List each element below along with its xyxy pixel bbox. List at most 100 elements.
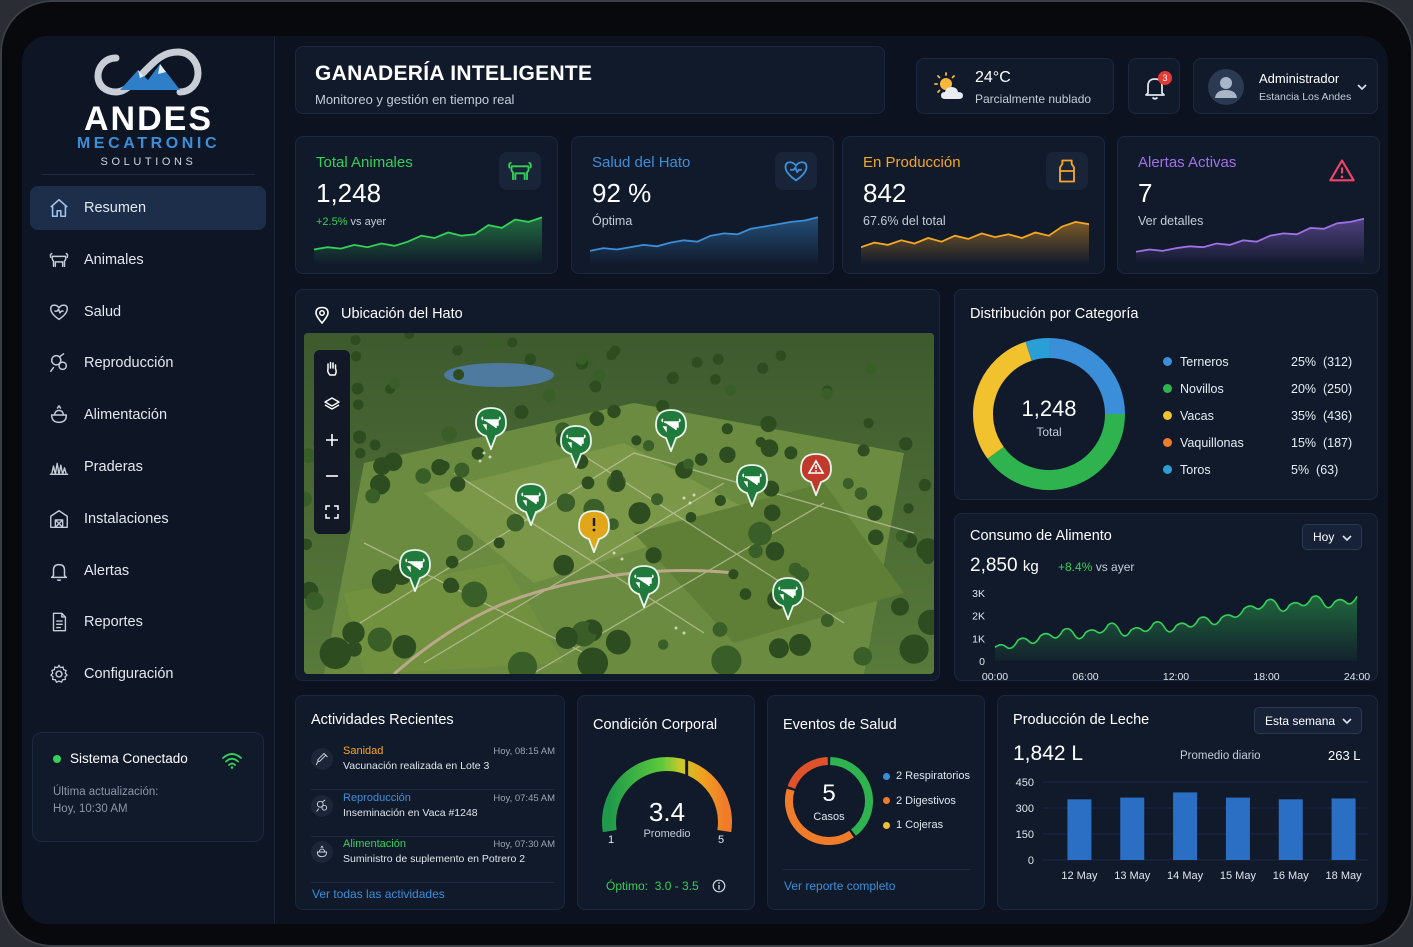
weather-widget[interactable]: 24°C Parcialmente nublado bbox=[916, 58, 1114, 114]
cow-pin-icon bbox=[560, 425, 592, 470]
herd-marker[interactable] bbox=[559, 424, 593, 470]
activity-category: Alimentación bbox=[343, 838, 406, 850]
y-tick-label: 0 bbox=[1028, 855, 1034, 867]
category-donut-chart bbox=[973, 338, 1125, 490]
body-condition-gauge bbox=[602, 757, 732, 833]
health-legend-item: 2 Digestivos bbox=[883, 789, 970, 814]
system-status-panel: Sistema Conectado Última actualización: H… bbox=[32, 732, 264, 842]
view-all-activities-link[interactable]: Ver todas las actividades bbox=[312, 887, 445, 901]
pan-tool[interactable] bbox=[314, 350, 350, 386]
brand-tagline: SOLUTIONS bbox=[100, 156, 197, 168]
milk-bar[interactable] bbox=[1225, 797, 1250, 860]
legend-pct: 35% bbox=[1291, 408, 1317, 423]
milk-bar-chart: 450 300 150 0 12 May 13 May 14 May 15 May 16 May… bbox=[1016, 777, 1368, 882]
kpi-title: Alertas Activas bbox=[1138, 154, 1237, 171]
sidebar-nav: Resumen Animales Salud Reproducción Alimenta… bbox=[30, 186, 266, 704]
milk-bar[interactable] bbox=[1067, 799, 1092, 860]
gauge-min-label: 1 bbox=[608, 834, 615, 846]
notifications-button[interactable]: 3 bbox=[1128, 58, 1180, 114]
milk-avg-value: 263 L bbox=[1328, 748, 1361, 763]
herd-marker[interactable] bbox=[654, 408, 688, 454]
y-tick-label: 300 bbox=[1016, 803, 1034, 815]
donut-total-label: Total bbox=[1036, 425, 1062, 439]
health-slice-respiratorios[interactable] bbox=[829, 757, 873, 836]
legend-count: (312) bbox=[1322, 354, 1353, 369]
kpi-subtext: Óptima bbox=[592, 214, 632, 228]
kpi-card-3[interactable]: En Producción 842 67.6% del total bbox=[842, 136, 1105, 274]
kpi-card-1[interactable]: Total Animales 1,248 +2.5% vs ayer bbox=[295, 136, 558, 274]
donut-slice-toros[interactable] bbox=[1025, 338, 1050, 361]
kpi-icon-box bbox=[1321, 152, 1363, 190]
sidebar-item-instalaciones[interactable]: Instalaciones bbox=[30, 497, 266, 541]
legend-label: Vaquillonas bbox=[1180, 435, 1244, 450]
sidebar-item-reportes[interactable]: Reportes bbox=[30, 600, 266, 644]
health-events-title: Eventos de Salud bbox=[783, 717, 897, 733]
y-tick-label: 150 bbox=[1016, 829, 1034, 841]
sidebar-item-alertas[interactable]: Alertas bbox=[30, 549, 266, 593]
health-events-donut bbox=[785, 757, 873, 845]
activity-item[interactable]: Alimentación Suministro de suplemento en … bbox=[311, 837, 555, 883]
health-events-panel: Eventos de Salud 5 Casos 2 Respiratorios… bbox=[767, 695, 985, 910]
view-health-report-link[interactable]: Ver reporte completo bbox=[784, 879, 896, 893]
donut-slice-terneros[interactable] bbox=[1048, 338, 1125, 415]
warning-pin-icon bbox=[578, 510, 610, 555]
warning-marker[interactable] bbox=[577, 509, 611, 555]
sidebar-item-salud[interactable]: Salud bbox=[30, 290, 266, 334]
kpi-icon-box bbox=[775, 152, 817, 190]
zoom-out-button[interactable] bbox=[314, 458, 350, 494]
kpi-card-4[interactable]: Alertas Activas 7 Ver detalles bbox=[1117, 136, 1380, 274]
brand-logo: ANDES MECATRONIC SOLUTIONS bbox=[22, 44, 275, 174]
consumption-period-select[interactable]: Hoy bbox=[1302, 524, 1362, 550]
x-tick-label: 12:00 bbox=[1163, 671, 1189, 682]
alert-marker[interactable] bbox=[799, 452, 833, 498]
herd-marker[interactable] bbox=[627, 564, 661, 610]
sidebar-item-praderas[interactable]: Praderas bbox=[30, 445, 266, 489]
herd-marker[interactable] bbox=[514, 482, 548, 528]
wifi-icon bbox=[222, 753, 242, 769]
sidebar: ANDES MECATRONIC SOLUTIONS Resumen Animal… bbox=[22, 36, 275, 924]
milk-bar[interactable] bbox=[1331, 798, 1356, 860]
legend-label: Vacas bbox=[1180, 408, 1214, 423]
map-title: Ubicación del Hato bbox=[341, 306, 463, 322]
legend-pct: 15% bbox=[1291, 435, 1317, 450]
kpi-value: 92 % bbox=[592, 178, 652, 208]
sidebar-item-animales[interactable]: Animales bbox=[30, 238, 266, 282]
kpi-card-2[interactable]: Salud del Hato 92 % Óptima bbox=[571, 136, 834, 274]
donut-slice-vacas[interactable] bbox=[973, 341, 1033, 459]
legend-pct: 20% bbox=[1291, 381, 1317, 396]
zoom-in-button[interactable] bbox=[314, 422, 350, 458]
info-icon[interactable] bbox=[712, 879, 726, 893]
herd-marker[interactable] bbox=[771, 576, 805, 622]
sidebar-item-reproduccion[interactable]: Reproducción bbox=[30, 341, 266, 385]
activity-icon-box bbox=[311, 748, 333, 770]
legend-pct: 5% bbox=[1291, 462, 1310, 477]
avatar bbox=[1208, 69, 1244, 105]
cow-pin-icon bbox=[475, 407, 507, 452]
sidebar-item-configuracion[interactable]: Configuración bbox=[30, 652, 266, 696]
herd-marker[interactable] bbox=[735, 463, 769, 509]
milk-bar[interactable] bbox=[1120, 797, 1145, 860]
body-condition-panel: Condición Corporal 3.4 Promedio 1 5 Ópti… bbox=[577, 695, 755, 910]
milk-bar[interactable] bbox=[1278, 799, 1303, 860]
page-subtitle: Monitoreo y gestión en tiempo real bbox=[315, 92, 515, 107]
herd-marker[interactable] bbox=[398, 548, 432, 594]
kpi-icon-box bbox=[1046, 152, 1088, 190]
donut-slice-novillos[interactable] bbox=[987, 413, 1125, 490]
sidebar-item-resumen[interactable]: Resumen bbox=[30, 186, 266, 230]
health-slice-digestivos[interactable] bbox=[785, 788, 854, 845]
activity-item[interactable]: Sanidad Vacunación realizada en Lote 3 Hoy… bbox=[311, 744, 555, 790]
sidebar-item-alimentacion[interactable]: Alimentación bbox=[30, 393, 266, 437]
cow-pin-icon bbox=[515, 483, 547, 528]
activity-item[interactable]: Reproducción Inseminación en Vaca #1248 Ho… bbox=[311, 791, 555, 837]
fullscreen-button[interactable] bbox=[314, 494, 350, 530]
herd-marker[interactable] bbox=[474, 406, 508, 452]
milk-period-select[interactable]: Esta semana bbox=[1254, 707, 1362, 734]
legend-item-novillos: Novillos 20% (250) bbox=[1163, 375, 1363, 402]
aerial-map[interactable] bbox=[304, 333, 934, 674]
layers-tool[interactable] bbox=[314, 386, 350, 422]
health-slice-cojeras[interactable] bbox=[787, 757, 829, 790]
x-tick-label: 18 May bbox=[1326, 870, 1363, 882]
milk-bar[interactable] bbox=[1173, 792, 1198, 860]
user-menu[interactable]: Administrador Estancia Los Andes bbox=[1193, 58, 1378, 114]
consumption-delta: +8.4% bbox=[1058, 560, 1093, 574]
